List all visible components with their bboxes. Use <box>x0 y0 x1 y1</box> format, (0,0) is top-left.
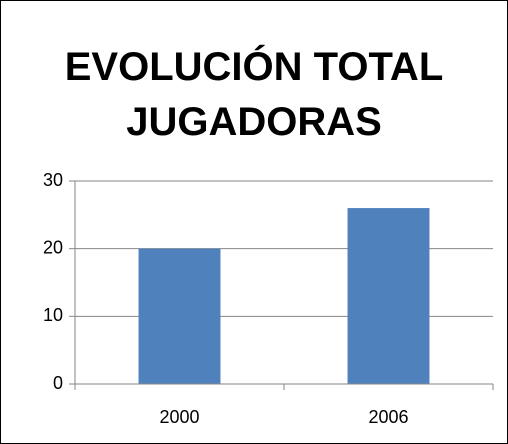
bar <box>138 248 221 384</box>
y-tick-label: 0 <box>53 373 63 393</box>
y-tick-label: 10 <box>43 305 63 325</box>
chart-title: EVOLUCIÓN TOTAL JUGADORAS <box>64 45 444 144</box>
y-tick-label: 30 <box>43 170 63 190</box>
y-tick-label: 20 <box>43 237 63 257</box>
bar <box>347 208 430 384</box>
x-tick-label: 2006 <box>368 407 408 427</box>
x-tick-label: 2000 <box>159 407 199 427</box>
